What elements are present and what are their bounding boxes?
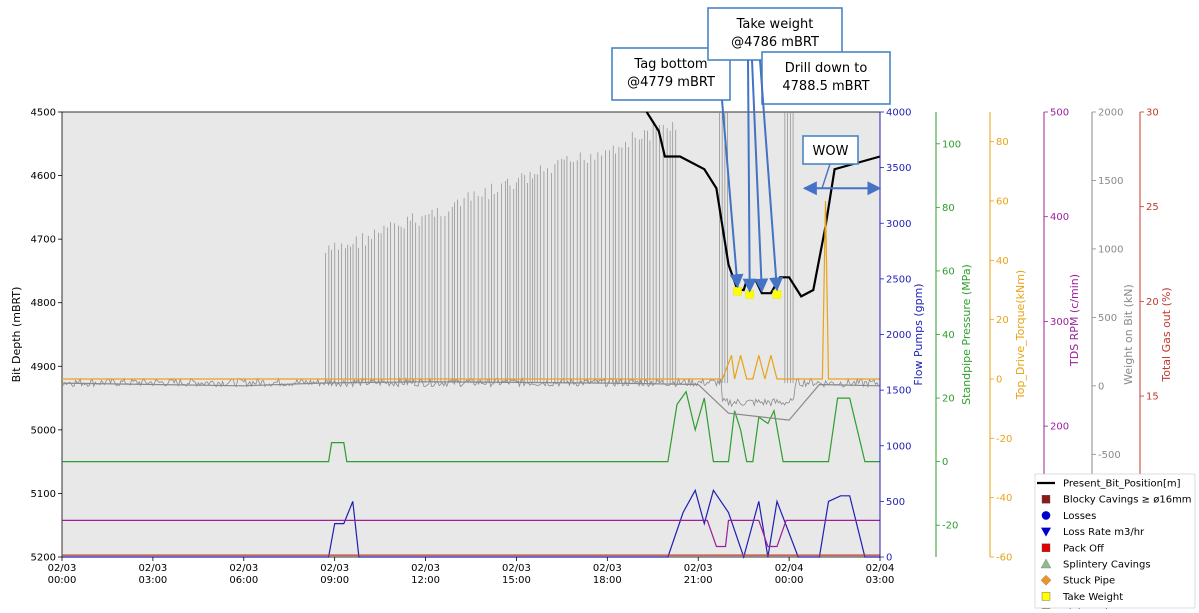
legend-label: Splintery Cavings xyxy=(1063,560,1151,571)
wob-axis-label: Weight on Bit (kN) xyxy=(1122,284,1135,385)
x-tick-label-date: 02/04 xyxy=(866,563,895,574)
depth-tick-label: 4500 xyxy=(31,108,56,119)
x-tick-label-time: 06:00 xyxy=(229,575,258,586)
gas-tick-label: 15 xyxy=(1146,392,1159,403)
torque-tick-label: -40 xyxy=(996,493,1012,504)
annotation-text: 4788.5 mBRT xyxy=(782,79,869,94)
depth-tick-label: 4600 xyxy=(31,171,56,182)
x-tick-label-date: 02/03 xyxy=(48,563,77,574)
legend-swatch xyxy=(1042,592,1050,600)
flow-tick-label: 3000 xyxy=(886,219,911,230)
annotation-text: Drill down to xyxy=(785,61,868,76)
x-tick-label-time: 09:00 xyxy=(320,575,349,586)
legend-label: Stuck Pipe xyxy=(1063,576,1115,587)
legend-label: Take Weight xyxy=(1062,592,1123,603)
flow-tick-label: 2000 xyxy=(886,330,911,341)
x-tick-label-date: 02/03 xyxy=(684,563,713,574)
x-tick-label-date: 02/03 xyxy=(138,563,167,574)
take-weight-marker xyxy=(734,287,742,295)
flow-tick-label: 4000 xyxy=(886,108,911,119)
x-tick-label-time: 03:00 xyxy=(138,575,167,586)
spp-tick-label: 20 xyxy=(942,394,955,405)
wob-tick-label: 2000 xyxy=(1098,108,1123,119)
depth-tick-label: 5000 xyxy=(31,425,56,436)
x-tick-label-time: 12:00 xyxy=(411,575,440,586)
legend-label: Pack Off xyxy=(1063,543,1105,554)
x-tick-label-date: 02/03 xyxy=(411,563,440,574)
torque-axis-label: Top_Drive_Torque(kNm) xyxy=(1014,270,1027,400)
torque-tick-label: 0 xyxy=(996,375,1002,386)
depth-tick-label: 4700 xyxy=(31,235,56,246)
x-tick-label-time: 00:00 xyxy=(775,575,804,586)
spp-tick-label: 80 xyxy=(942,203,955,214)
rpm-tick-label: 300 xyxy=(1050,317,1069,328)
flow-tick-label: 1500 xyxy=(886,386,911,397)
take-weight-marker xyxy=(746,290,754,298)
legend-label: Blocky Cavings ≥ ø16mm xyxy=(1063,495,1192,506)
gas-tick-label: 25 xyxy=(1146,202,1159,213)
annotation-text: @4786 mBRT xyxy=(731,35,819,50)
flow-tick-label: 500 xyxy=(886,497,905,508)
torque-tick-label: -20 xyxy=(996,434,1012,445)
legend-swatch xyxy=(1042,544,1050,552)
take-weight-marker xyxy=(773,290,781,298)
wob-tick-label: 1500 xyxy=(1098,176,1123,187)
gas-tick-label: 30 xyxy=(1146,108,1159,119)
legend-swatch xyxy=(1042,495,1050,503)
annotation-text: @4779 mBRT xyxy=(627,75,715,90)
x-tick-label-date: 02/03 xyxy=(229,563,258,574)
legend-swatch xyxy=(1042,511,1051,520)
x-tick-label-date: 02/03 xyxy=(502,563,531,574)
x-tick-label-time: 21:00 xyxy=(684,575,713,586)
depth-tick-label: 5200 xyxy=(31,553,56,564)
annotation-box xyxy=(762,52,890,104)
rpm-tick-label: 400 xyxy=(1050,212,1069,223)
spp-axis-label: Standpipe Pressure (MPa) xyxy=(960,264,973,405)
legend-label: Losses xyxy=(1063,511,1096,522)
gas-tick-label: 20 xyxy=(1146,297,1159,308)
spp-tick-label: 0 xyxy=(942,457,948,468)
flow-tick-label: 3500 xyxy=(886,163,911,174)
annotation-text: WOW xyxy=(813,144,849,159)
spp-tick-label: -20 xyxy=(942,521,958,532)
spp-tick-label: 60 xyxy=(942,266,955,277)
x-tick-label-time: 03:00 xyxy=(866,575,895,586)
legend-label: Loss Rate m3/hr xyxy=(1063,527,1145,538)
flow-axis-label: Flow Pumps (gpm) xyxy=(912,283,925,385)
x-tick-label-time: 18:00 xyxy=(593,575,622,586)
torque-tick-label: 60 xyxy=(996,197,1009,208)
torque-tick-label: 80 xyxy=(996,137,1009,148)
legend-label: Present_Bit_Position[m] xyxy=(1063,479,1181,490)
spp-tick-label: 100 xyxy=(942,139,961,150)
wob-tick-label: 0 xyxy=(1098,381,1104,392)
gas-axis-label: Total Gas out (%) xyxy=(1160,287,1173,382)
annotation-text: Tag bottom xyxy=(633,57,707,72)
spp-tick-label: 40 xyxy=(942,330,955,341)
annotation-text: Take weight xyxy=(736,17,814,32)
flow-tick-label: 2500 xyxy=(886,274,911,285)
rpm-tick-label: 200 xyxy=(1050,422,1069,433)
rpm-tick-label: 500 xyxy=(1050,108,1069,119)
depth-axis-label: Bit Depth (mBRT) xyxy=(10,287,23,383)
x-tick-label-time: 15:00 xyxy=(502,575,531,586)
depth-tick-label: 4900 xyxy=(31,362,56,373)
x-tick-label-time: 00:00 xyxy=(48,575,77,586)
flow-tick-label: 1000 xyxy=(886,441,911,452)
torque-tick-label: 20 xyxy=(996,315,1009,326)
x-tick-label-date: 02/03 xyxy=(593,563,622,574)
flow-tick-label: 0 xyxy=(886,553,892,564)
depth-tick-label: 5100 xyxy=(31,489,56,500)
x-tick-label-date: 02/04 xyxy=(775,563,804,574)
torque-tick-label: 40 xyxy=(996,256,1009,267)
depth-tick-label: 4800 xyxy=(31,298,56,309)
rpm-axis-label: TDS RPM (c/min) xyxy=(1068,274,1081,367)
wob-tick-label: -500 xyxy=(1098,450,1121,461)
wob-tick-label: 1000 xyxy=(1098,244,1123,255)
wob-tick-label: 500 xyxy=(1098,313,1117,324)
x-tick-label-date: 02/03 xyxy=(320,563,349,574)
torque-tick-label: -60 xyxy=(996,553,1012,564)
